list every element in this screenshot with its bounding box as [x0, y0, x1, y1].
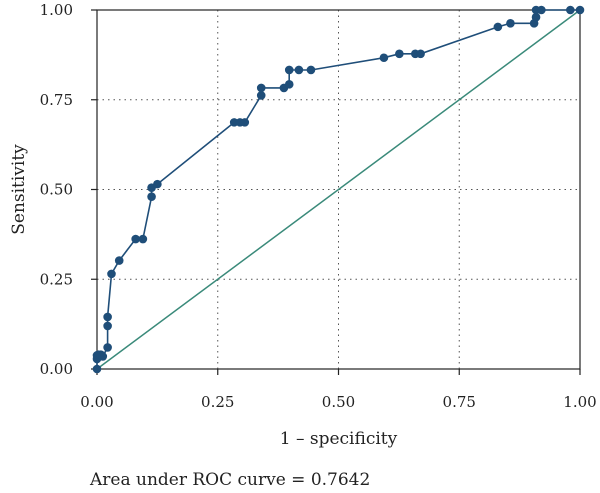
roc-point [153, 179, 162, 189]
roc-point [256, 83, 266, 93]
roc-point [131, 234, 140, 244]
roc-point [256, 91, 266, 100]
roc-point [138, 234, 148, 244]
roc-point [284, 65, 294, 75]
roc-point [92, 364, 102, 374]
roc-point [107, 269, 116, 279]
y-axis-title: Sensitivity [9, 144, 29, 235]
roc-point [306, 65, 316, 75]
roc-point [506, 18, 515, 28]
roc-point [379, 53, 389, 63]
axis-ticks [91, 9, 581, 375]
x-axis-title: 1 – specificity [280, 429, 398, 449]
roc-point [240, 118, 250, 127]
roc-point [284, 80, 294, 89]
y-tick-label: 0.75 [40, 91, 73, 109]
roc-point [493, 22, 503, 32]
grid [97, 10, 580, 369]
auc-caption: Area under ROC curve = 0.7642 [89, 470, 370, 490]
y-tick-label: 1.00 [40, 1, 73, 19]
roc-point [395, 49, 404, 59]
roc-point [103, 343, 112, 352]
roc-point [103, 312, 112, 322]
reference-diagonal-line [96, 9, 581, 370]
y-tick-label: 0.50 [40, 181, 73, 199]
x-tick-label: 0.00 [80, 393, 113, 411]
x-tick-labels: 0.00 0.25 0.50 0.75 1.00 [80, 393, 596, 411]
y-tick-label: 0.25 [40, 270, 73, 288]
roc-point [98, 352, 108, 361]
roc-point [566, 5, 575, 15]
roc-point [575, 5, 585, 15]
x-tick-label: 0.75 [443, 393, 476, 411]
roc-point [531, 12, 541, 22]
roc-point [103, 321, 112, 331]
roc-point [114, 256, 124, 265]
roc-point [294, 65, 304, 75]
roc-point [416, 49, 425, 59]
roc-points [92, 5, 585, 374]
x-tick-label: 1.00 [563, 393, 596, 411]
roc-point [537, 5, 546, 15]
roc-point [147, 192, 156, 201]
y-tick-label: 0.00 [40, 360, 73, 378]
x-tick-label: 0.25 [201, 393, 234, 411]
y-tick-labels: 0.00 0.25 0.50 0.75 1.00 [40, 1, 73, 378]
x-tick-label: 0.50 [322, 393, 355, 411]
